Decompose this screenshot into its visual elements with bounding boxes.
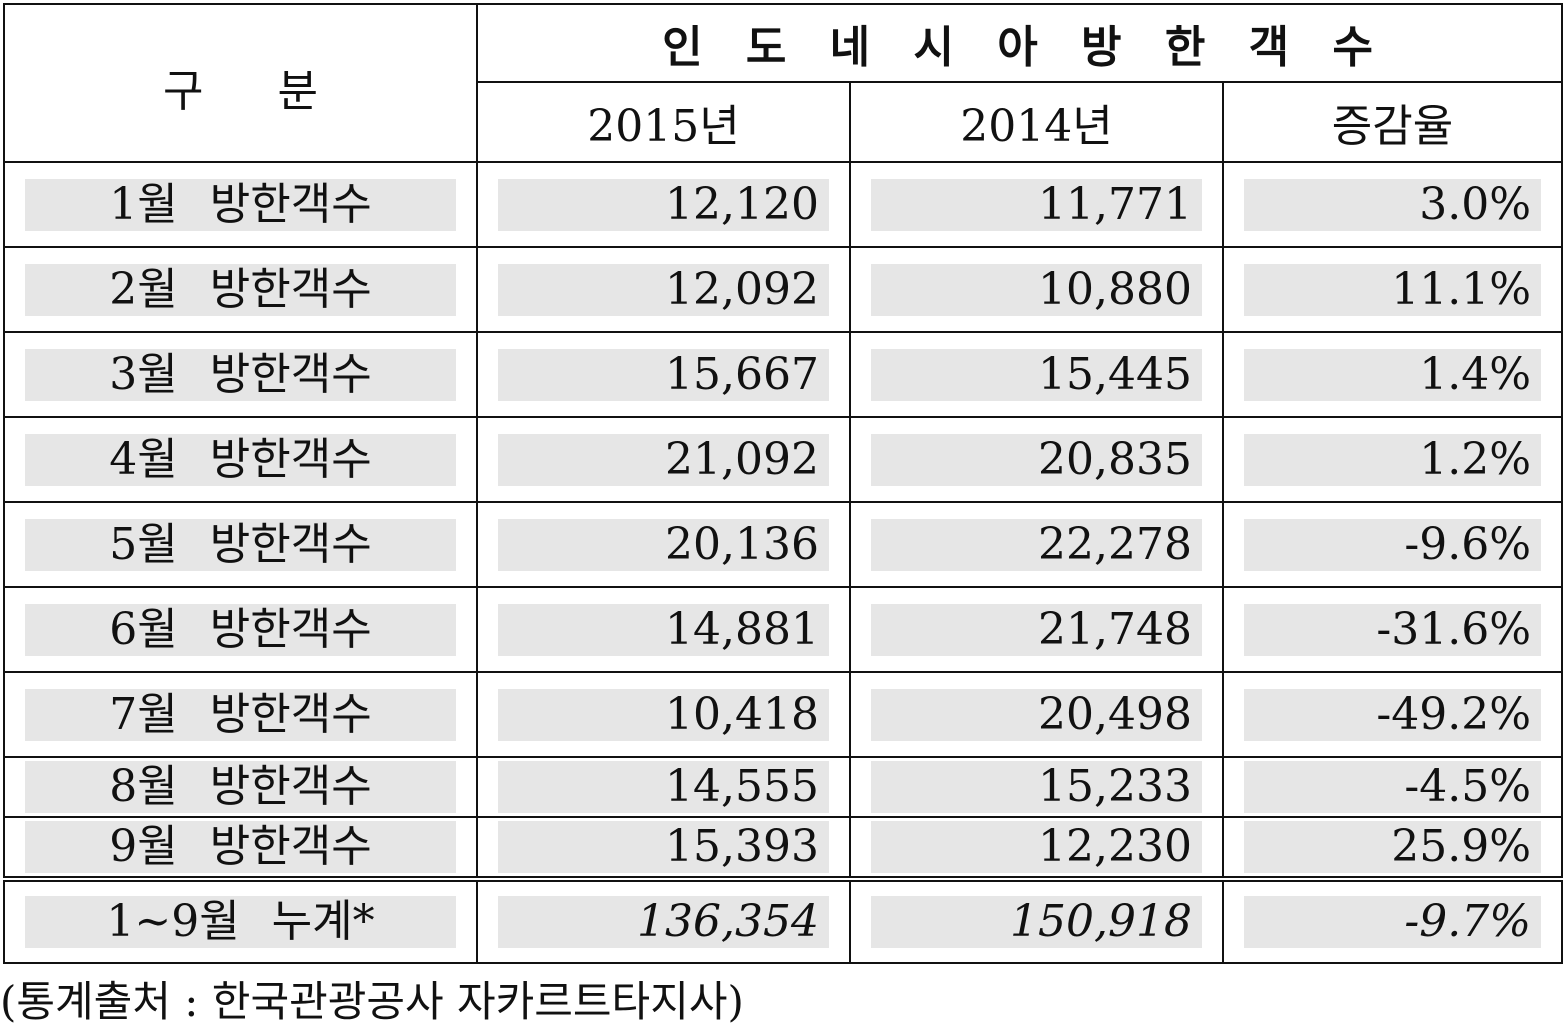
table-row: 4월 방한객수 21,092 20,835 1.2% (3, 416, 1564, 503)
source-note: (통계출처 : 한국관광공사 자카르트타지사) (0, 977, 744, 1026)
row-label: 1월 방한객수 (25, 178, 456, 231)
cell-value: 1.4% (1244, 348, 1542, 401)
row-label: 7월 방한객수 (25, 688, 456, 741)
cell-value: 15,667 (498, 348, 829, 401)
table-cell: 9월 방한객수 (3, 816, 478, 880)
table-cell: 20,136 (476, 501, 851, 588)
table-row: 6월 방한객수 14,881 21,748 -31.6% (3, 586, 1564, 673)
cell-value: -9.6% (1244, 518, 1542, 571)
row-label: 4월 방한객수 (25, 433, 456, 486)
table-cell: 10,418 (476, 671, 851, 758)
table-cell: 3월 방한객수 (3, 331, 478, 418)
table-row: 2월 방한객수 12,092 10,880 11.1% (3, 246, 1564, 333)
table-row: 3월 방한객수 15,667 15,445 1.4% (3, 331, 1564, 418)
table-row: 5월 방한객수 20,136 22,278 -9.6% (3, 501, 1564, 588)
cell-value: 12,120 (498, 178, 829, 231)
row-label: 5월 방한객수 (25, 518, 456, 571)
cell-value: 15,233 (871, 761, 1202, 813)
table-cell: 2월 방한객수 (3, 246, 478, 333)
table-cell: 22,278 (849, 501, 1224, 588)
table-cell: 12,092 (476, 246, 851, 333)
table-cell: 1.2% (1221, 416, 1564, 503)
table-cell: 14,555 (476, 756, 851, 818)
row-label: 3월 방한객수 (25, 348, 456, 401)
table-cell: -4.5% (1221, 756, 1564, 818)
table-cell: 4월 방한객수 (3, 416, 478, 503)
cell-value: 11,771 (871, 178, 1202, 231)
table-row: 9월 방한객수 15,393 12,230 25.9% (3, 816, 1564, 880)
cell-value: 12,092 (498, 263, 829, 316)
row-label: 9월 방한객수 (25, 821, 456, 873)
table-cell: 1~9월 누계* (3, 876, 478, 964)
cell-value: 22,278 (871, 518, 1202, 571)
table-cell: 15,667 (476, 331, 851, 418)
table-cell: 8월 방한객수 (3, 756, 478, 818)
table-cell: 20,498 (849, 671, 1224, 758)
column-header: 2015년 (476, 81, 851, 163)
table-cell: 1.4% (1221, 331, 1564, 418)
table-cell: 15,445 (849, 331, 1224, 418)
cell-value: 15,393 (498, 821, 829, 873)
column-header: 2014년 (849, 81, 1224, 163)
group-header: 인 도 네 시 아 방 한 객 수 (475, 3, 1564, 83)
table-cell: 136,354 (476, 876, 851, 964)
cell-value: 21,748 (871, 603, 1202, 656)
category-header: 구 분 (3, 3, 478, 163)
cell-value: -9.7% (1244, 896, 1542, 948)
table-cell: 20,835 (849, 416, 1224, 503)
cell-value: 1.2% (1244, 433, 1542, 486)
table-cell: 3.0% (1221, 161, 1564, 248)
cell-value: -4.5% (1244, 761, 1542, 813)
cell-value: -31.6% (1244, 603, 1542, 656)
cell-value: 14,881 (498, 603, 829, 656)
table-cell: 6월 방한객수 (3, 586, 478, 673)
table-cell: 21,748 (849, 586, 1224, 673)
row-label: 2월 방한객수 (25, 263, 456, 316)
table-row: 1월 방한객수 12,120 11,771 3.0% (3, 161, 1564, 248)
table-cell: 12,120 (476, 161, 851, 248)
table-row: 7월 방한객수 10,418 20,498 -49.2% (3, 671, 1564, 758)
table-cell: 1월 방한객수 (3, 161, 478, 248)
table-cell: 11,771 (849, 161, 1224, 248)
table-cell: 15,393 (476, 816, 851, 880)
table-cell: 21,092 (476, 416, 851, 503)
data-table: 구 분 인 도 네 시 아 방 한 객 수 2015년 2014년 증감율 1월… (3, 3, 1564, 964)
cell-value: -49.2% (1244, 688, 1542, 741)
cell-value: 10,418 (498, 688, 829, 741)
table-cell: -49.2% (1221, 671, 1564, 758)
table-cell: 12,230 (849, 816, 1224, 880)
table-cell: 25.9% (1221, 816, 1564, 880)
column-header: 증감율 (1221, 81, 1564, 163)
cell-value: 15,445 (871, 348, 1202, 401)
table-cell: 150,918 (849, 876, 1224, 964)
cell-value: 20,498 (871, 688, 1202, 741)
table-cell: 11.1% (1221, 246, 1564, 333)
cell-value: 21,092 (498, 433, 829, 486)
table-cell: -9.7% (1221, 876, 1564, 964)
row-label: 1~9월 누계* (25, 896, 456, 948)
cell-value: 150,918 (871, 896, 1202, 948)
table-cell: -31.6% (1221, 586, 1564, 673)
table-cell: 15,233 (849, 756, 1224, 818)
table-row: 1~9월 누계* 136,354 150,918 -9.7% (3, 876, 1564, 964)
table-cell: 5월 방한객수 (3, 501, 478, 588)
cell-value: 11.1% (1244, 263, 1542, 316)
cell-value: 20,835 (871, 433, 1202, 486)
cell-value: 12,230 (871, 821, 1202, 873)
table-cell: 14,881 (476, 586, 851, 673)
cell-value: 14,555 (498, 761, 829, 813)
cell-value: 136,354 (498, 896, 829, 948)
cell-value: 25.9% (1244, 821, 1542, 873)
cell-value: 10,880 (871, 263, 1202, 316)
row-label: 8월 방한객수 (25, 761, 456, 813)
cell-value: 20,136 (498, 518, 829, 571)
row-label: 6월 방한객수 (25, 603, 456, 656)
table-cell: -9.6% (1221, 501, 1564, 588)
table-cell: 10,880 (849, 246, 1224, 333)
table-cell: 7월 방한객수 (3, 671, 478, 758)
cell-value: 3.0% (1244, 178, 1542, 231)
table-row: 8월 방한객수 14,555 15,233 -4.5% (3, 756, 1564, 818)
